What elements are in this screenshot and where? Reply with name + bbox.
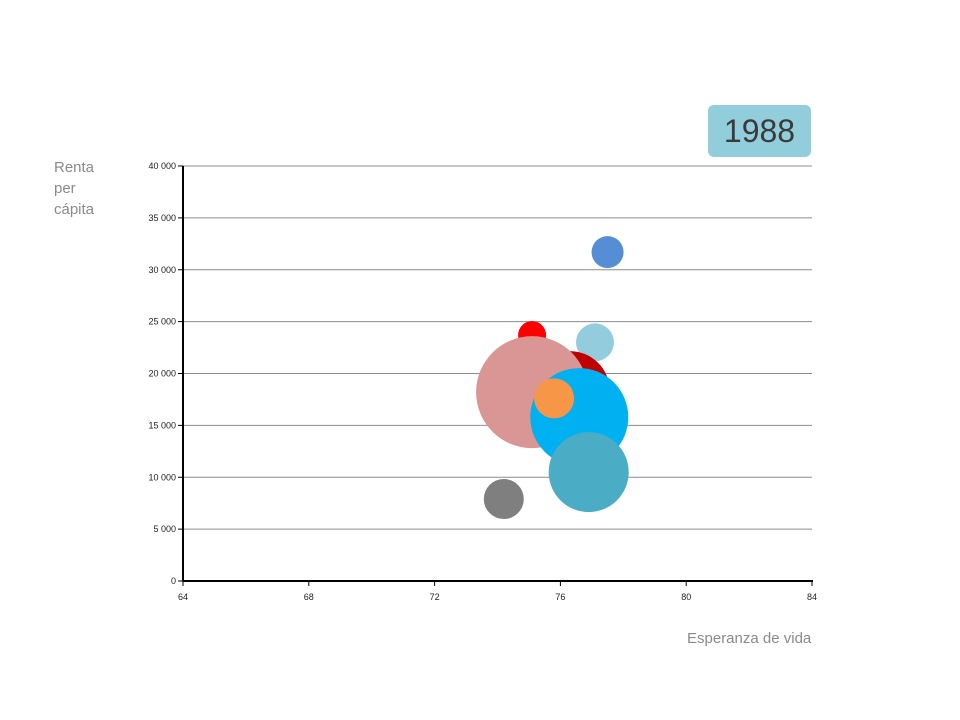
x-tick-label: 76 xyxy=(555,592,565,602)
x-tick-label: 80 xyxy=(681,592,691,602)
x-axis-label: Esperanza de vida xyxy=(687,630,812,647)
bubble-point-9 xyxy=(483,479,524,520)
y-tick-label: 25 000 xyxy=(148,317,176,327)
x-tick-label: 72 xyxy=(430,592,440,602)
bubbles xyxy=(476,236,629,520)
y-tick-label: 15 000 xyxy=(148,420,176,430)
x-tick-label: 84 xyxy=(807,592,817,602)
y-tick-label: 35 000 xyxy=(148,213,176,223)
y-tick-label: 5 000 xyxy=(153,524,176,534)
bubble-point-3 xyxy=(575,323,614,362)
y-tick-label: 30 000 xyxy=(148,265,176,275)
bubble-point-1 xyxy=(591,236,624,269)
y-axis-label: Renta per cápita xyxy=(54,159,95,218)
x-tick-label: 68 xyxy=(304,592,314,602)
tick-labels: 0 5 000 10 000 15 000 20 000 25 000 30 000 35 0… xyxy=(148,161,817,602)
y-tick-label: 40 000 xyxy=(148,161,176,171)
bubble-point-7 xyxy=(534,378,575,419)
axes xyxy=(178,165,813,586)
y-tick-label: 10 000 xyxy=(148,472,176,482)
bubble-point-8 xyxy=(548,432,629,513)
y-tick-label: 20 000 xyxy=(148,369,176,379)
y-tick-label: 0 xyxy=(171,576,176,586)
year-badge: 1988 xyxy=(708,105,811,157)
x-tick-label: 64 xyxy=(178,592,188,602)
gridlines xyxy=(183,165,812,530)
